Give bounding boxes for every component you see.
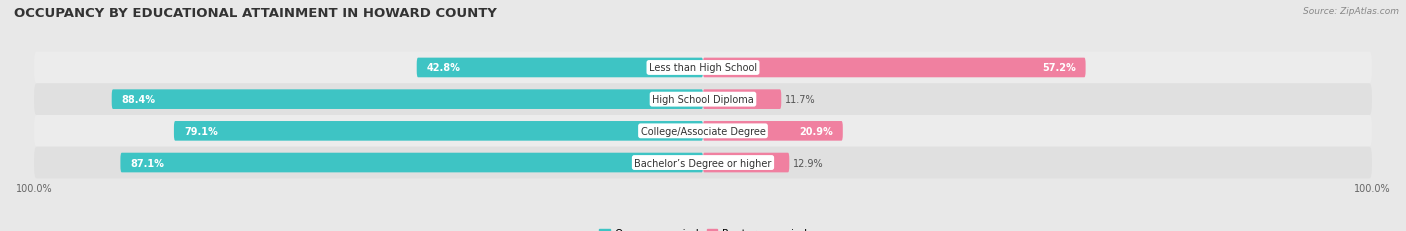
Legend: Owner-occupied, Renter-occupied: Owner-occupied, Renter-occupied (595, 224, 811, 231)
Text: 79.1%: 79.1% (184, 126, 218, 136)
FancyBboxPatch shape (703, 90, 782, 109)
Text: 87.1%: 87.1% (131, 158, 165, 168)
Text: College/Associate Degree: College/Associate Degree (641, 126, 765, 136)
Text: Source: ZipAtlas.com: Source: ZipAtlas.com (1303, 7, 1399, 16)
Text: Bachelor’s Degree or higher: Bachelor’s Degree or higher (634, 158, 772, 168)
Text: 11.7%: 11.7% (785, 95, 815, 105)
FancyBboxPatch shape (111, 90, 703, 109)
FancyBboxPatch shape (34, 116, 1372, 147)
Text: 42.8%: 42.8% (427, 63, 461, 73)
Text: Less than High School: Less than High School (650, 63, 756, 73)
Text: 57.2%: 57.2% (1042, 63, 1076, 73)
Text: 12.9%: 12.9% (793, 158, 824, 168)
FancyBboxPatch shape (703, 58, 1085, 78)
FancyBboxPatch shape (34, 84, 1372, 116)
Text: 88.4%: 88.4% (122, 95, 156, 105)
Text: High School Diploma: High School Diploma (652, 95, 754, 105)
FancyBboxPatch shape (416, 58, 703, 78)
FancyBboxPatch shape (174, 122, 703, 141)
Text: 20.9%: 20.9% (799, 126, 832, 136)
FancyBboxPatch shape (703, 122, 842, 141)
Text: OCCUPANCY BY EDUCATIONAL ATTAINMENT IN HOWARD COUNTY: OCCUPANCY BY EDUCATIONAL ATTAINMENT IN H… (14, 7, 496, 20)
FancyBboxPatch shape (121, 153, 703, 173)
FancyBboxPatch shape (703, 153, 789, 173)
FancyBboxPatch shape (34, 52, 1372, 84)
FancyBboxPatch shape (34, 147, 1372, 179)
